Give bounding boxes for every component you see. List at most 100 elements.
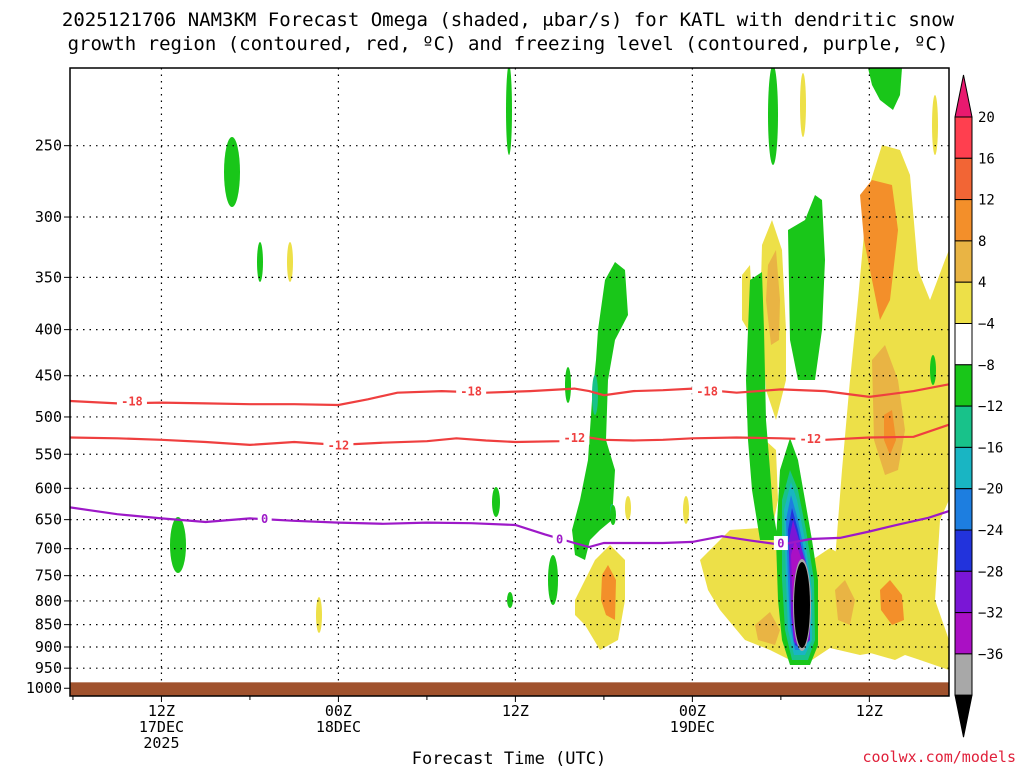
- colorbar: 20 16 12 8 4 −4 −8 −12 −16 −20 −24 −28 −32 −36: [954, 74, 1003, 738]
- omega-region-orange-bottom: [755, 612, 780, 645]
- omega-cell-green-6: [507, 592, 513, 608]
- contour-label--12: -12: [564, 431, 586, 445]
- colorbar-label: −12: [978, 399, 1003, 415]
- contour-label-background: [456, 384, 487, 399]
- omega-cell-yellow-small-6: [625, 496, 631, 520]
- y-tick-label: 800: [35, 592, 62, 610]
- colorbar-swatch: [954, 612, 973, 655]
- y-tick-label: 450: [35, 367, 62, 385]
- contour-label-0: 0: [777, 537, 784, 551]
- colorbar-label: −8: [978, 358, 995, 374]
- omega-region-orange-lower-2: [835, 580, 855, 625]
- colorbar-swatch: [954, 653, 973, 696]
- contour-label-background: [552, 532, 567, 547]
- omega-cell-green-9: [768, 68, 778, 165]
- omega-region-orange-mid: [860, 180, 898, 320]
- y-tick-label: 850: [35, 616, 62, 634]
- colorbar-swatch: [954, 157, 973, 201]
- plot-area: -18 -18 -18 -12 -12 -12 0 0 0: [69, 67, 950, 697]
- colorbar-label: −28: [978, 564, 1003, 580]
- y-tick-label: 1000: [26, 679, 62, 697]
- x-tick-label: 18DEC: [316, 718, 361, 736]
- y-axis: 250 300 350 400 450 500 550 600 650 700 750 800 850 9…: [26, 137, 70, 697]
- chart-title-line-2: growth region (contoured, red, ºC) and f…: [68, 33, 949, 55]
- contour-label-background: [323, 437, 354, 452]
- colorbar-swatch: [954, 446, 973, 490]
- omega-region-orange-right: [884, 410, 896, 455]
- contour-label--12: -12: [328, 438, 350, 452]
- credit-text: coolwx.com/models: [862, 748, 1016, 766]
- omega-region-green-column-left: [572, 262, 628, 560]
- y-tick-label: 500: [35, 408, 62, 426]
- colorbar-swatch: [954, 281, 973, 325]
- colorbar-swatch: [954, 405, 973, 448]
- colorbar-swatch: [954, 570, 973, 614]
- chart-title-line-1: 2025121706 NAM3KM Forecast Omega (shaded…: [62, 9, 955, 31]
- colorbar-label: −36: [978, 647, 1003, 663]
- colorbar-label: −32: [978, 606, 1003, 622]
- contour-label--18: -18: [121, 394, 143, 408]
- colorbar-label: 4: [978, 275, 986, 291]
- plot-frame: [69, 67, 950, 697]
- omega-region-yellow-left-cluster: [575, 545, 625, 650]
- contour-labels: -18 -18 -18 -12 -12 -12 0 0 0: [116, 384, 826, 551]
- x-tick-label: 00Z: [325, 702, 352, 720]
- colorbar-label: 16: [978, 151, 995, 167]
- x-axis-title: Forecast Time (UTC): [412, 749, 606, 768]
- omega-cell-yellow-small-1: [287, 242, 293, 282]
- y-tick-label: 750: [35, 567, 62, 585]
- colorbar-swatch: [954, 240, 973, 283]
- y-tick-label: 250: [35, 137, 62, 155]
- x-tick-label: 12Z: [856, 702, 883, 720]
- contour-label-background: [257, 511, 272, 526]
- x-tick-label: 00Z: [679, 702, 706, 720]
- omega-cell-teal-left: [592, 375, 598, 415]
- omega-region-green-top-right: [868, 68, 902, 110]
- contour-label-background: [773, 536, 788, 551]
- y-tick-label: 300: [35, 208, 62, 226]
- colorbar-label: −24: [978, 523, 1003, 539]
- colorbar-label: 8: [978, 234, 986, 250]
- x-tick-label: 2025: [143, 734, 179, 752]
- colorbar-bottom-arrow: [954, 694, 973, 738]
- colorbar-label: 20: [978, 110, 995, 126]
- omega-cell-green-7: [548, 555, 558, 605]
- omega-cell-green-5: [492, 487, 500, 517]
- y-tick-label: 650: [35, 511, 62, 529]
- omega-cell-yellow-small-2: [316, 597, 322, 633]
- omega-region-green-column-mid: [746, 272, 778, 540]
- contour-label--18: -18: [460, 385, 482, 399]
- omega-cell-yellow-small-3: [683, 496, 689, 524]
- y-tick-label: 900: [35, 638, 62, 656]
- contour-line--18: [70, 383, 949, 407]
- contour-label-0: 0: [261, 512, 268, 526]
- grid-lines: [70, 68, 949, 696]
- omega-cell-green-4: [506, 68, 512, 155]
- y-tick-label: 350: [35, 268, 62, 286]
- omega-shading: [170, 68, 949, 670]
- y-tick-label: 400: [35, 321, 62, 339]
- omega-region-black-core: [794, 562, 810, 648]
- omega-region-orange-upper: [766, 250, 780, 345]
- colorbar-swatch: [954, 529, 973, 572]
- colorbar-swatch: [954, 323, 973, 366]
- omega-cell-green-10: [930, 355, 936, 385]
- omega-region-orange-left: [601, 565, 616, 620]
- contour-label-background: [116, 393, 147, 408]
- colorbar-label: −16: [978, 440, 1003, 456]
- colorbar-swatch: [954, 199, 973, 242]
- omega-cell-yellow-small-5: [932, 95, 938, 155]
- omega-cell-yellow-small-4: [800, 73, 806, 137]
- colorbar-label: 12: [978, 193, 995, 209]
- contour-label-0: 0: [556, 533, 563, 547]
- omega-cell-green-8: [565, 367, 571, 403]
- colorbar-swatch: [954, 116, 973, 159]
- y-tick-label: 600: [35, 479, 62, 497]
- omega-cell-green-3: [170, 517, 186, 573]
- omega-region-orange-mid-2: [872, 345, 905, 475]
- contour-label-background: [795, 431, 826, 446]
- x-tick-label: 12Z: [148, 702, 175, 720]
- omega-region-orange-lower: [880, 580, 904, 625]
